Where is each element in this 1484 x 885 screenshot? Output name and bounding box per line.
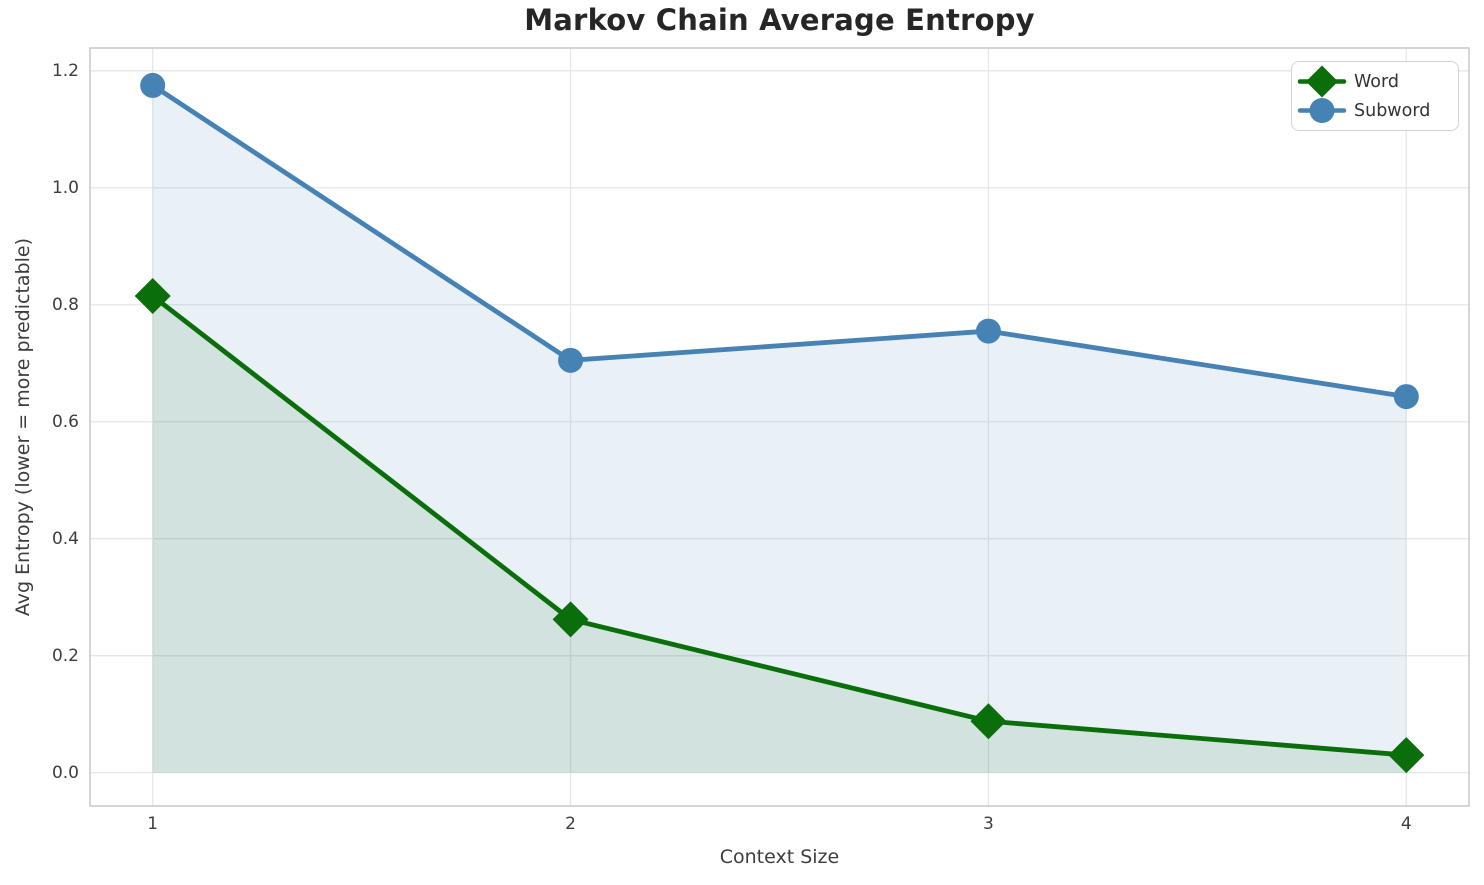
chart-title: Markov Chain Average Entropy — [524, 3, 1035, 37]
marker-subword-2 — [558, 347, 584, 373]
series-fill-word — [152, 295, 1407, 773]
series-fill-subword — [152, 85, 1407, 773]
legend-item-subword: Subword — [1297, 96, 1448, 125]
marker-subword-4 — [1393, 384, 1419, 410]
x-tick-label-3: 3 — [983, 814, 994, 834]
marker-word-4 — [1388, 737, 1425, 774]
legend: Word Subword — [1291, 61, 1459, 131]
x-tick-label-4: 4 — [1400, 814, 1412, 834]
legend-circle-marker — [1309, 98, 1335, 123]
circle-legend-icon — [1297, 98, 1347, 123]
y-tick-label-0.8: 0.8 — [51, 294, 79, 315]
y-tick-label-0.0: 0.0 — [51, 762, 79, 783]
y-tick-label-0.6: 0.6 — [51, 411, 79, 432]
y-tick-label-0.4: 0.4 — [51, 528, 79, 549]
marker-word-1 — [134, 277, 171, 314]
marker-word-2 — [552, 601, 589, 638]
y-tick-label-1.0: 1.0 — [51, 177, 79, 198]
marker-subword-1 — [140, 72, 166, 98]
marker-subword-3 — [975, 318, 1001, 344]
series-line-subword — [150, 83, 1409, 399]
x-axis-label: Context Size — [719, 846, 840, 868]
series-line-word — [150, 293, 1409, 758]
y-tick-label-0.2: 0.2 — [51, 645, 79, 666]
legend-label-subword: Subword — [1354, 100, 1431, 121]
marker-word-3 — [970, 703, 1007, 740]
diamond-legend-icon — [1297, 65, 1347, 98]
legend-diamond-marker — [1306, 65, 1338, 98]
x-tick-label-2: 2 — [565, 814, 576, 834]
plot-border — [89, 47, 1470, 807]
legend-label-word: Word — [1354, 71, 1399, 92]
y-tick-label-1.2: 1.2 — [51, 60, 79, 81]
legend-item-word: Word — [1297, 65, 1448, 98]
x-tick-label-1: 1 — [147, 814, 159, 834]
